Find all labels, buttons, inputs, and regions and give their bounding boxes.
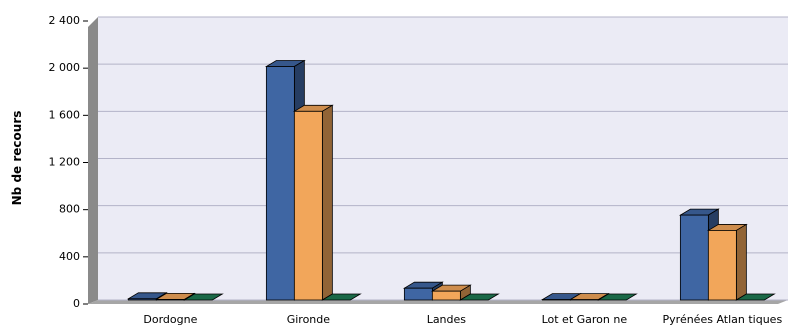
bar-side: [321, 104, 333, 301]
bar-top: [596, 293, 638, 301]
bar: [679, 214, 709, 301]
y-tick-label: 1 600: [49, 108, 81, 121]
bar-side: [735, 223, 747, 301]
y-tick-label: 2 400: [49, 14, 81, 27]
bar: [127, 298, 157, 301]
bar-top: [320, 293, 362, 301]
y-tick-label: 1 200: [49, 156, 81, 169]
bar-top: [458, 293, 500, 301]
x-tick-label: Gironde: [287, 313, 331, 326]
floor: [88, 300, 788, 304]
y-tick-labels: 0 400 800 1 200 1 600 2 000 2 400: [49, 14, 81, 310]
bar: [293, 110, 323, 301]
y-tick-label: 2 000: [49, 61, 81, 74]
x-tick-label: Lot et Garon ne: [542, 313, 628, 326]
bar: [431, 290, 461, 301]
y-axis-label: Nb de recours: [10, 111, 24, 206]
bar: [403, 287, 433, 301]
y-tick-label: 400: [59, 250, 80, 263]
bar-top: [182, 293, 224, 301]
bar: [265, 66, 295, 301]
side-wall: [88, 17, 98, 304]
bar: [707, 230, 737, 301]
bars: [126, 59, 776, 301]
y-tick-label: 800: [59, 203, 80, 216]
y-tick-label: 0: [73, 297, 80, 310]
x-tick-label: Pyrénées Atlan tiques: [663, 313, 783, 326]
x-tick-label: Dordogne: [143, 313, 197, 326]
x-tick-label: Landes: [427, 313, 467, 326]
bar-top: [734, 293, 776, 301]
x-tick-labels: Dordogne Gironde Landes Lot et Garon ne Pyré…: [143, 313, 782, 326]
bar: [155, 299, 185, 301]
